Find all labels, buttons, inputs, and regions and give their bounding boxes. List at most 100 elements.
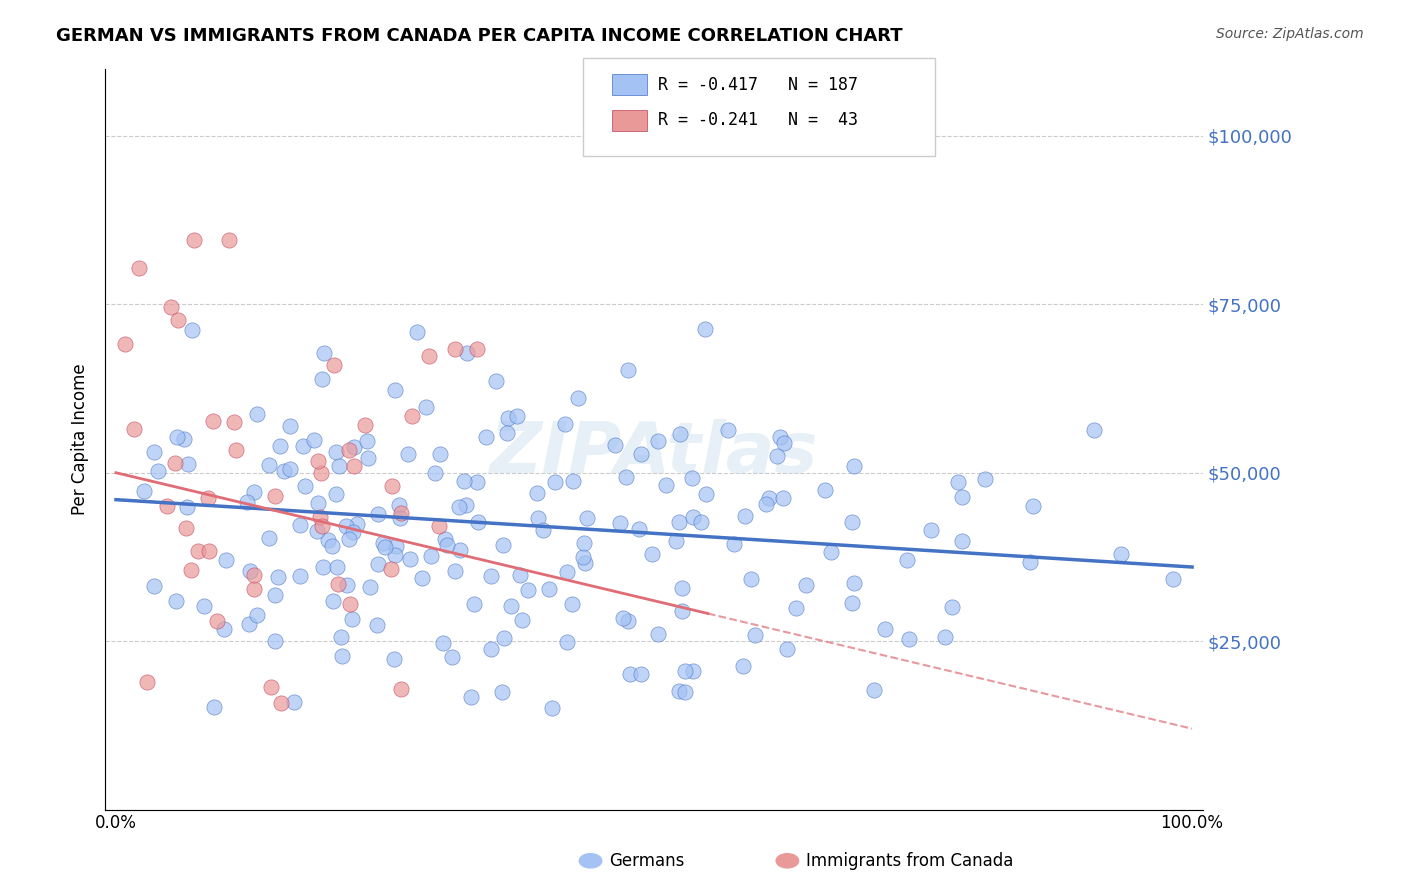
Point: [734, 509, 756, 524]
Point: [717, 423, 740, 437]
Point: [180, 323, 202, 337]
Point: [218, 233, 240, 247]
Point: [733, 658, 755, 673]
Point: [544, 475, 567, 490]
Point: [509, 568, 531, 582]
Point: [647, 434, 669, 449]
Point: [460, 690, 482, 705]
Point: [292, 439, 315, 453]
Point: [307, 524, 329, 538]
Point: [270, 696, 292, 710]
Point: [202, 699, 225, 714]
Point: [176, 500, 198, 514]
Point: [323, 358, 346, 372]
Point: [321, 539, 343, 553]
Point: [309, 467, 332, 481]
Point: [671, 604, 693, 618]
Point: [278, 419, 301, 434]
Point: [443, 342, 465, 356]
Point: [415, 400, 437, 414]
Point: [346, 516, 368, 531]
Point: [506, 409, 529, 423]
Point: [257, 531, 280, 545]
Point: [863, 682, 886, 697]
Point: [356, 434, 378, 448]
Point: [668, 515, 690, 529]
Point: [463, 597, 485, 611]
Point: [562, 475, 585, 489]
Point: [243, 568, 266, 582]
Point: [193, 599, 215, 613]
Point: [307, 454, 329, 468]
Point: [449, 500, 471, 514]
Point: [609, 516, 631, 531]
Point: [243, 582, 266, 596]
Point: [198, 543, 221, 558]
Point: [411, 571, 433, 585]
Point: [1083, 423, 1105, 437]
Point: [388, 511, 411, 525]
Point: [242, 485, 264, 500]
Point: [214, 622, 236, 636]
Point: [322, 594, 344, 608]
Point: [311, 519, 333, 533]
Point: [496, 410, 519, 425]
Point: [814, 483, 837, 497]
Text: R = -0.417   N = 187: R = -0.417 N = 187: [658, 76, 858, 94]
Point: [842, 576, 865, 591]
Point: [475, 430, 498, 444]
Point: [671, 581, 693, 595]
Point: [820, 544, 842, 558]
Point: [668, 427, 690, 442]
Point: [526, 485, 548, 500]
Point: [425, 467, 447, 481]
Point: [1022, 499, 1045, 513]
Point: [311, 372, 333, 386]
Point: [630, 447, 652, 461]
Point: [142, 579, 165, 593]
Point: [627, 522, 650, 536]
Point: [122, 422, 145, 436]
Point: [366, 618, 388, 632]
Point: [1109, 548, 1132, 562]
Point: [485, 374, 508, 388]
Point: [693, 322, 716, 336]
Point: [329, 630, 352, 644]
Point: [406, 325, 429, 339]
Point: [225, 442, 247, 457]
Point: [723, 537, 745, 551]
Point: [246, 407, 269, 421]
Point: [134, 483, 156, 498]
Point: [673, 665, 696, 679]
Point: [273, 464, 295, 478]
Point: [934, 630, 956, 644]
Point: [401, 409, 423, 424]
Point: [432, 636, 454, 650]
Point: [776, 641, 799, 656]
Point: [454, 498, 477, 512]
Point: [572, 535, 595, 549]
Point: [288, 517, 311, 532]
Point: [772, 491, 794, 506]
Text: Immigrants from Canada: Immigrants from Canada: [806, 852, 1012, 870]
Point: [794, 577, 817, 591]
Point: [384, 548, 406, 562]
Point: [842, 458, 865, 473]
Point: [896, 552, 918, 566]
Point: [325, 487, 347, 501]
Point: [167, 313, 190, 327]
Point: [690, 515, 713, 529]
Point: [950, 491, 973, 505]
Point: [612, 611, 634, 625]
Point: [647, 627, 669, 641]
Point: [682, 664, 704, 678]
Point: [512, 613, 534, 627]
Point: [444, 564, 467, 578]
Y-axis label: Per Capita Income: Per Capita Income: [72, 363, 89, 515]
Point: [898, 632, 921, 646]
Text: Source: ZipAtlas.com: Source: ZipAtlas.com: [1216, 27, 1364, 41]
Point: [136, 675, 159, 690]
Point: [165, 594, 187, 608]
Point: [264, 588, 287, 602]
Point: [389, 681, 412, 696]
